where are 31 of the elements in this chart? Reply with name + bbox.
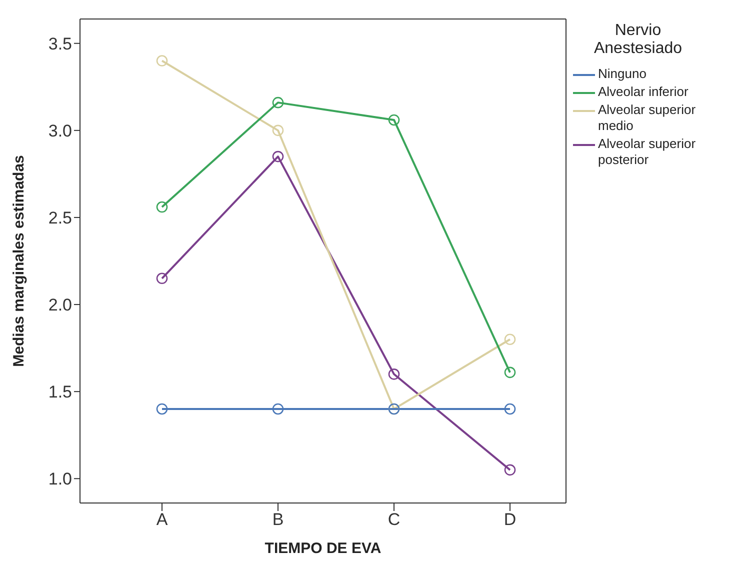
- point: [272, 150, 284, 162]
- point: [156, 272, 168, 284]
- y-tick-label: 2.0: [48, 296, 72, 315]
- point: [504, 334, 516, 345]
- point: [272, 403, 284, 415]
- y-axis-title: Medias marginales estimadas: [10, 155, 28, 367]
- point: [504, 403, 516, 415]
- y-tick-label: 3.5: [48, 34, 72, 54]
- point: [156, 201, 168, 213]
- y-tick-label: 2.5: [48, 208, 72, 228]
- x-axis-title: TIEMPO DE EVA: [264, 540, 382, 557]
- point: [156, 403, 168, 415]
- x-tick-label: C: [388, 510, 400, 530]
- legend-label: Alveolar superior medio: [598, 102, 697, 134]
- point: [156, 55, 168, 66]
- legend-title: Nervio Anestesiado: [592, 22, 684, 58]
- x-tick-label: A: [156, 510, 168, 530]
- x-tick-label: B: [272, 510, 284, 530]
- point: [388, 368, 400, 380]
- legend-label: Ninguno: [598, 66, 646, 82]
- legend-label: Alveolar superior posterior: [598, 136, 697, 168]
- y-tick-label: 3.0: [48, 121, 72, 140]
- point: [504, 464, 516, 476]
- x-tick-label: D: [504, 510, 516, 530]
- point: [272, 96, 284, 108]
- point: [272, 124, 284, 136]
- y-tick-label: 1.0: [48, 470, 72, 489]
- y-tick-label: 1.5: [48, 382, 72, 402]
- point: [504, 366, 516, 378]
- legend-label: Alveolar inferior: [598, 84, 688, 100]
- point: [388, 114, 400, 126]
